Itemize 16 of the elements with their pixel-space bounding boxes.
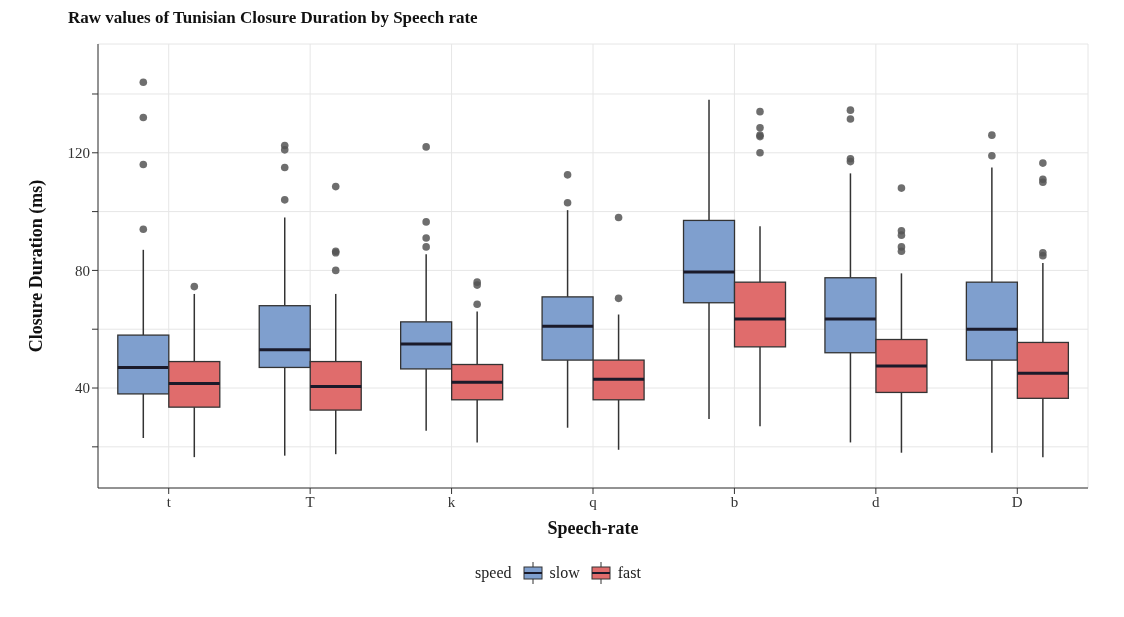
x-tick-label: b bbox=[730, 493, 739, 510]
y-tick-label: 80 bbox=[75, 262, 90, 279]
x-tick-label: k bbox=[447, 493, 456, 510]
y-axis-title: Closure Duration (ms) bbox=[26, 179, 48, 353]
y-tick-label: 40 bbox=[75, 380, 90, 397]
x-tick-label: q bbox=[589, 493, 598, 510]
x-axis-title: Speech-rate bbox=[547, 518, 639, 538]
legend-label: slow bbox=[549, 564, 580, 582]
x-tick-label: d bbox=[872, 493, 881, 510]
legend-title: speed bbox=[475, 564, 512, 582]
legend-label: fast bbox=[617, 564, 641, 582]
y-tick-label: 120 bbox=[67, 145, 90, 162]
x-tick-label: D bbox=[1011, 493, 1023, 510]
chart-title: Raw values of Tunisian Closure Duration by Speech rate bbox=[68, 8, 479, 28]
x-tick-label: T bbox=[305, 493, 315, 510]
x-tick-label: t bbox=[166, 493, 172, 510]
